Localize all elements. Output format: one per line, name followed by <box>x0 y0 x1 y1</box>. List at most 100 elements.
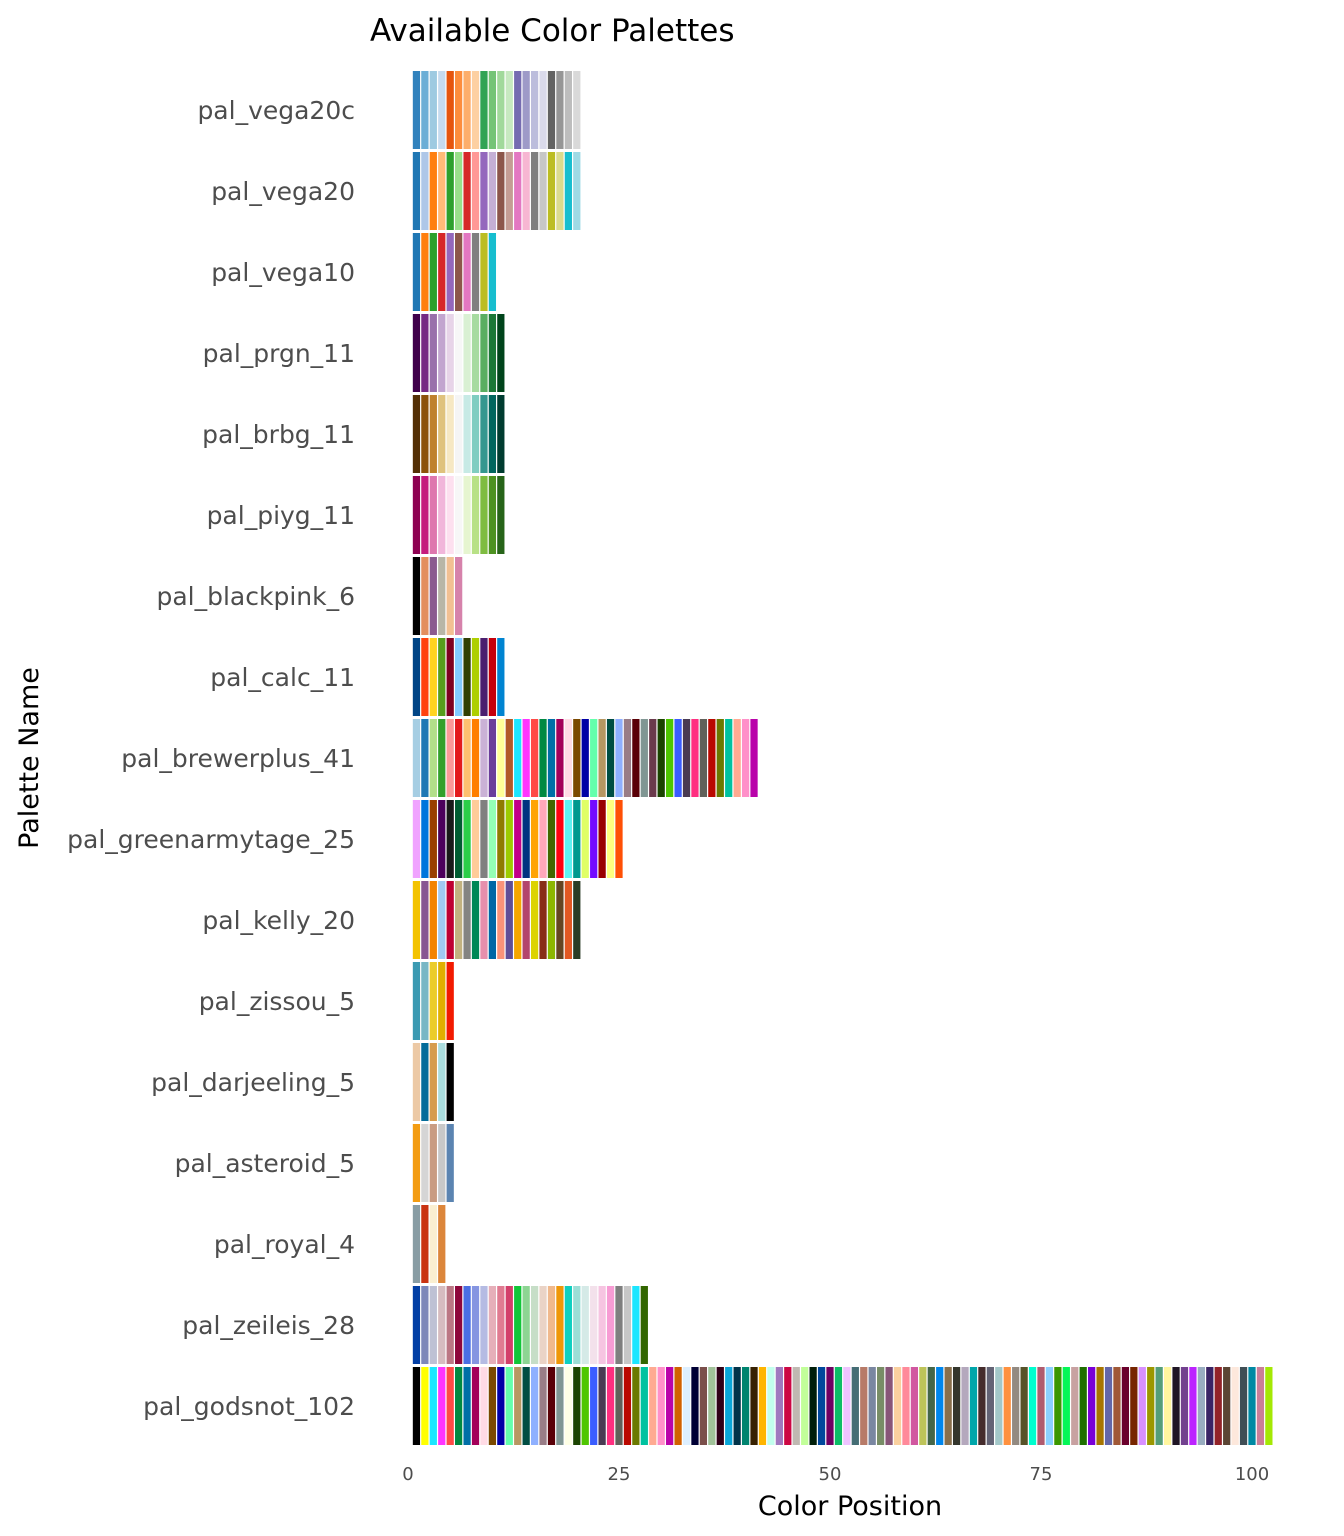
color-tile <box>632 1367 640 1445</box>
color-tile <box>522 881 530 959</box>
color-tile <box>421 557 429 635</box>
color-tile <box>471 314 480 392</box>
color-tile <box>623 1286 632 1364</box>
color-tile <box>438 233 446 311</box>
color-tile <box>455 314 463 392</box>
color-tile <box>1189 1367 1197 1445</box>
color-tile <box>1079 1367 1087 1445</box>
y-tick-label: pal_zeileis_28 <box>182 1311 355 1340</box>
color-tile <box>446 557 454 635</box>
palette-row: pal_kelly_20 <box>202 881 581 959</box>
y-axis-label: Palette Name <box>14 667 45 849</box>
color-tile <box>480 71 488 149</box>
color-tile <box>514 71 522 149</box>
color-tile <box>590 1286 598 1364</box>
color-tile <box>708 1367 716 1445</box>
color-tile <box>480 233 488 311</box>
color-tile <box>598 800 606 878</box>
color-tile <box>505 800 513 878</box>
y-tick-label: pal_royal_4 <box>214 1230 355 1259</box>
color-tile <box>615 1286 623 1364</box>
color-tile <box>429 881 437 959</box>
color-tile <box>1155 1367 1163 1445</box>
color-tile <box>429 1367 437 1445</box>
color-tile <box>539 1367 547 1445</box>
color-tile <box>547 1367 556 1445</box>
color-tile <box>606 1286 615 1364</box>
color-tile <box>455 233 463 311</box>
color-tile <box>877 1367 885 1445</box>
color-tile <box>438 881 446 959</box>
color-tile <box>455 476 463 554</box>
palette-row: pal_vega20 <box>211 152 581 230</box>
color-tile <box>649 1367 657 1445</box>
color-tile <box>446 800 454 878</box>
y-tick-label: pal_piyg_11 <box>207 501 355 530</box>
color-tile <box>412 800 421 878</box>
color-tile <box>446 314 454 392</box>
color-tile <box>438 1286 446 1364</box>
color-tile <box>640 1286 648 1364</box>
color-tile <box>691 1367 699 1445</box>
color-tile <box>556 71 564 149</box>
color-tile <box>497 881 505 959</box>
color-tile <box>488 800 497 878</box>
color-tile <box>446 881 454 959</box>
color-tile <box>539 1286 547 1364</box>
color-tile <box>471 476 480 554</box>
color-tile <box>429 395 437 473</box>
color-tile <box>564 152 572 230</box>
color-tile <box>514 881 522 959</box>
color-tile <box>581 1367 589 1445</box>
color-tile <box>556 800 564 878</box>
color-tile <box>708 719 716 797</box>
color-tile <box>446 476 454 554</box>
color-tile <box>530 719 539 797</box>
color-tile <box>826 1367 834 1445</box>
color-tile <box>446 1367 454 1445</box>
color-tile <box>784 1367 792 1445</box>
x-tick-label: 100 <box>1235 1464 1269 1485</box>
color-tile <box>767 1367 775 1445</box>
color-tile <box>969 1367 978 1445</box>
color-tile <box>750 1367 758 1445</box>
color-tile <box>463 1367 471 1445</box>
color-tile <box>556 881 564 959</box>
color-tile <box>741 719 750 797</box>
color-tile <box>446 152 454 230</box>
color-tile <box>438 719 446 797</box>
color-tile <box>412 314 421 392</box>
color-tile <box>497 638 505 716</box>
color-tile <box>412 395 421 473</box>
color-tile <box>455 1286 463 1364</box>
color-tile <box>1138 1367 1146 1445</box>
x-axis-ticks: 0 25 50 75 100 <box>402 1464 1269 1485</box>
color-tile <box>421 152 429 230</box>
color-tile <box>412 1043 421 1121</box>
color-tile <box>488 233 497 311</box>
color-tile <box>429 152 437 230</box>
color-tile <box>505 881 513 959</box>
color-tile <box>421 962 429 1040</box>
palette-row: pal_darjeeling_5 <box>151 1043 454 1121</box>
color-tile <box>438 962 446 1040</box>
color-tile <box>514 1286 522 1364</box>
color-tile <box>514 152 522 230</box>
color-tile <box>463 638 471 716</box>
color-tile <box>438 1367 446 1445</box>
color-tile <box>530 152 539 230</box>
color-tile <box>674 1367 682 1445</box>
color-tile <box>522 719 530 797</box>
color-tile <box>446 71 454 149</box>
y-tick-label: pal_godsnot_102 <box>143 1392 355 1421</box>
color-tile <box>514 719 522 797</box>
color-tile <box>429 557 437 635</box>
color-tile <box>497 719 505 797</box>
color-tile <box>1172 1367 1180 1445</box>
color-tile <box>421 233 429 311</box>
y-tick-label: pal_vega20c <box>197 96 355 125</box>
color-tile <box>429 476 437 554</box>
color-tile <box>421 1043 429 1121</box>
color-tile <box>438 638 446 716</box>
